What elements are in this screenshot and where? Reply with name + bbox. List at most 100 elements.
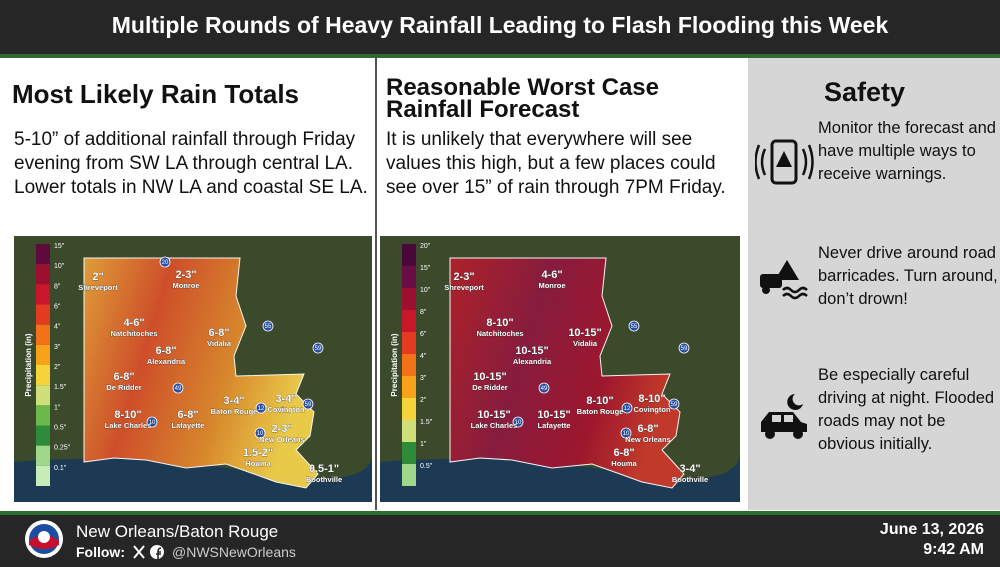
phone-icon [755, 139, 814, 185]
legend-swatch [402, 310, 416, 332]
panel-text: 5-10” of additional rainfall through Fri… [14, 129, 368, 198]
highway-shield [668, 398, 680, 410]
rain-amount: 4-6" [123, 317, 144, 329]
highway-shield [302, 398, 314, 410]
rain-amount: 8-10" [486, 317, 513, 329]
legend-swatch [36, 365, 50, 386]
highway-number: 12 [624, 406, 631, 412]
legend-tick-label: 10" [420, 287, 431, 294]
legend-swatch [402, 398, 416, 420]
city-name: Vidalia [573, 339, 598, 348]
legend-tick-label: 1" [54, 404, 61, 411]
rain-amount: 1.5-2" [243, 447, 273, 459]
rain-amount: 2-3" [453, 271, 474, 283]
highway-shield [538, 382, 550, 394]
rain-amount: 3-4" [223, 395, 244, 407]
social-handle[interactable]: @NWSNewOrleans [172, 544, 296, 560]
legend-tick-label: 8" [420, 309, 427, 316]
rain-amount: 6-8" [613, 447, 634, 459]
gulf-water [14, 452, 372, 502]
rain-amount: 6-8" [155, 345, 176, 357]
legend-tick-label: 3" [54, 344, 61, 351]
legend-tick-label: 4" [54, 324, 61, 331]
legend-tick-label: 20" [420, 243, 431, 250]
rain-amount: 8-10" [586, 395, 613, 407]
legend-swatch [36, 244, 50, 265]
night-car-icon [761, 394, 807, 439]
city-name: Natchitoches [476, 329, 523, 338]
page-title: Multiple Rounds of Heavy Rainfall Leadin… [111, 12, 889, 38]
follow-label: Follow: [76, 544, 125, 560]
date: June 13, 2026 [879, 521, 984, 538]
safety-item: Monitor the forecast and have multiple w… [818, 119, 996, 183]
panel-title: Reasonable Worst Case Rainfall Forecast [386, 74, 659, 123]
office-name: New Orleans/Baton Rouge [76, 522, 279, 541]
legend-tick-label: 1.5" [420, 419, 433, 426]
legend-tick-label: 0.1" [54, 465, 67, 472]
highway-shield [255, 402, 267, 414]
legend-swatch [36, 425, 50, 446]
highway-shield [678, 342, 690, 354]
gulf-water [380, 452, 740, 502]
nws-logo [25, 520, 63, 558]
city-name: Alexandria [147, 357, 186, 366]
highway-number: 10 [515, 420, 522, 426]
legend-tick-label: 15" [54, 243, 65, 250]
city-name: Lafayette [172, 421, 205, 430]
safety-item: Never drive around road barricades. Turn… [818, 244, 998, 308]
city-name: New Orleans [259, 435, 304, 444]
rain-amount: 8-10" [638, 393, 665, 405]
rain-amount: 2-3" [271, 423, 292, 435]
safety-item: Be especially careful driving at night. … [818, 366, 995, 453]
rain-amount: 2-3" [175, 269, 196, 281]
legend-swatch [402, 420, 416, 442]
legend-tick-label: 1" [420, 441, 427, 448]
legend-tick-label: 10" [54, 263, 65, 270]
highway-number: 59 [315, 346, 322, 352]
rain-amount: 6-8" [177, 409, 198, 421]
legend-tick-label: 8" [54, 283, 61, 290]
city-name: De Ridder [472, 383, 508, 392]
legend-tick-label: 3" [420, 375, 427, 382]
city-name: Covington [633, 405, 670, 414]
rain-amount: 6-8" [208, 327, 229, 339]
highway-shield [620, 427, 632, 439]
footer-bar [0, 511, 1000, 567]
social-icons[interactable] [132, 544, 172, 560]
legend-swatch [402, 332, 416, 354]
legend-tick-label: 6" [54, 304, 61, 311]
legend-tick-label: 0.25" [54, 445, 71, 452]
safety-title: Safety [824, 77, 906, 107]
legend-tick-label: 4" [420, 353, 427, 360]
legend-tick-label: 0.5" [54, 425, 67, 432]
legend-swatch [36, 465, 50, 486]
highway-shield [312, 342, 324, 354]
city-name: Natchitoches [110, 329, 157, 338]
legend-tick-label: 1.5" [54, 384, 67, 391]
city-name: New Orleans [625, 435, 670, 444]
city-name: Houma [245, 459, 271, 468]
highway-shield [146, 416, 158, 428]
rain-amount: 6-8" [637, 423, 658, 435]
highway-number: 55 [631, 324, 638, 330]
legend-swatch [402, 354, 416, 376]
highway-shield [254, 427, 266, 439]
rain-amount: 10-15" [515, 345, 548, 357]
highway-shield [262, 320, 274, 332]
panel-title: Most Likely Rain Totals [12, 79, 300, 109]
city-name: Houma [611, 459, 637, 468]
highway-number: 10 [149, 420, 156, 426]
city-name: Alexandria [513, 357, 552, 366]
legend-swatch [36, 324, 50, 345]
legend-swatch [36, 405, 50, 426]
highway-shield [628, 320, 640, 332]
rain-amount: 3-4" [679, 463, 700, 475]
rain-amount: 10-15" [537, 409, 570, 421]
rain-amount: 10-15" [473, 371, 506, 383]
legend-swatch [402, 288, 416, 310]
legend-swatch [36, 344, 50, 365]
panel-text: It is unlikely that everywhere will see … [386, 129, 726, 198]
divider [375, 58, 377, 510]
legend-swatch [36, 445, 50, 466]
